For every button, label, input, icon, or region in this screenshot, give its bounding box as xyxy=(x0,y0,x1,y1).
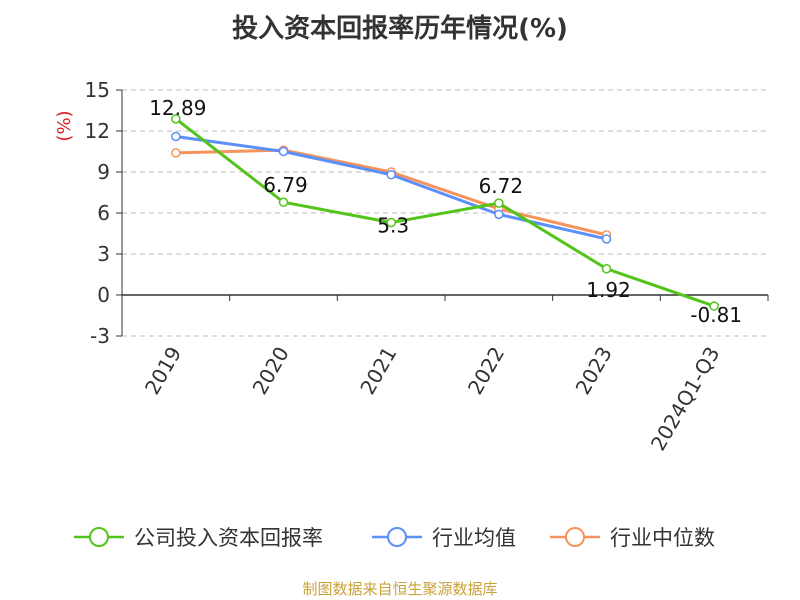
data-point-1 xyxy=(278,146,289,157)
y-tick-label: 6 xyxy=(97,201,110,225)
data-point-1 xyxy=(601,234,612,244)
series-line-0 xyxy=(174,117,715,308)
data-label: 12.89 xyxy=(149,96,206,120)
x-tick-label: 2024Q1-Q3 xyxy=(646,343,725,455)
data-point-0 xyxy=(601,264,612,274)
legend-marker-0 xyxy=(89,527,109,547)
x-tick-label: 2023 xyxy=(571,343,617,399)
data-label: 6.79 xyxy=(263,173,308,197)
data-point-1 xyxy=(494,209,504,220)
legend: 公司投入资本回报率 行业均值 行业中位数 xyxy=(74,526,715,550)
x-tick-label: 2019 xyxy=(140,343,186,399)
y-tick-label: 3 xyxy=(97,242,110,266)
y-tick-label: 15 xyxy=(85,78,110,102)
x-tick-label: 2020 xyxy=(248,343,294,399)
data-point-0 xyxy=(494,198,504,208)
data-point-2 xyxy=(171,148,181,158)
y-tick-label: 12 xyxy=(85,119,110,143)
data-point-0 xyxy=(171,114,181,124)
data-point-0 xyxy=(709,301,719,311)
legend-marker-1 xyxy=(387,527,407,547)
y-tick-label: -3 xyxy=(90,324,110,348)
legend-label: 公司投入资本回报率 xyxy=(134,526,323,550)
y-tick-label: 0 xyxy=(97,283,110,307)
data-label-layer: 12.89 6.79 5.3 6.72 1.92 -0.81 xyxy=(149,96,742,327)
x-tick-label: 2022 xyxy=(463,343,509,399)
data-label: 6.72 xyxy=(479,174,524,198)
data-point-1 xyxy=(171,131,181,142)
legend-marker-2 xyxy=(565,527,585,547)
source-note: 制图数据来自恒生聚源数据库 xyxy=(302,580,498,598)
legend-label: 行业中位数 xyxy=(610,526,715,550)
axis-layer: 15 12 9 6 3 0 -3 (%) 2019 2020 2021 2022 2023 2024Q1-… xyxy=(54,78,769,455)
data-label: 5.3 xyxy=(377,214,409,238)
y-tick-label: 9 xyxy=(97,160,110,184)
data-point-0 xyxy=(386,217,396,228)
legend-label: 行业均值 xyxy=(432,526,516,550)
y-axis-title: (%) xyxy=(54,110,75,141)
data-point-0 xyxy=(278,197,289,207)
x-tick-label: 2021 xyxy=(355,343,401,399)
series-layer xyxy=(171,114,719,311)
data-label: 1.92 xyxy=(586,278,631,302)
data-label: -0.81 xyxy=(690,303,742,327)
chart-title: 投入资本回报率历年情况(%) xyxy=(232,14,568,44)
data-point-1 xyxy=(386,169,396,180)
